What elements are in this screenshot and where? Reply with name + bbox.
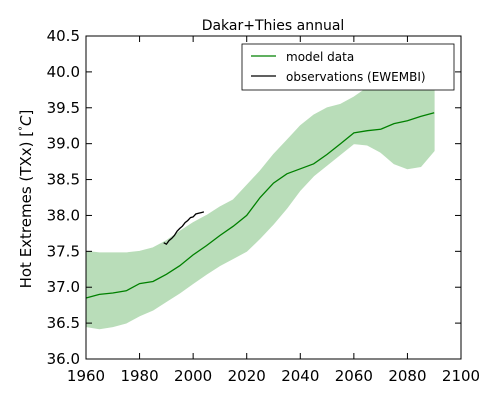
y-tick-label: 37.0 [47,278,80,296]
x-tick-label: 1960 [67,367,105,385]
legend: model data observations (EWEMBI) [241,43,455,91]
x-tick-label: 2080 [388,367,426,385]
plot-frame [85,35,462,360]
y-tick-label: 38.0 [47,206,80,224]
y-axis-label-end: ] [17,110,35,116]
x-axis-ticks: 1960 1980 2000 2020 2040 2060 2080 2100 [67,36,480,385]
x-tick-label: 2100 [442,367,480,385]
y-tick-label: 36.0 [47,350,80,368]
series-layer [85,112,435,299]
y-tick-label: 39.5 [47,99,80,117]
y-axis-label-main: Hot Extremes (TXx) [ [17,131,35,288]
legend-observations-label: observations (EWEMBI) [286,70,426,84]
y-tick-label: 36.5 [47,314,80,332]
y-axis-label-unit: C [17,115,35,126]
y-tick-label: 40.5 [47,27,80,45]
y-axis-label: Hot Extremes (TXx) [°C] [17,110,35,289]
model-data-line [85,112,435,299]
uncertainty-band-layer [85,67,435,330]
chart-title: Dakar+Thies annual [202,18,345,34]
model-range-band [85,67,435,330]
x-tick-label: 2060 [335,367,373,385]
x-tick-label: 2020 [228,367,266,385]
x-tick-label: 1980 [120,367,158,385]
y-tick-label: 39.0 [47,135,80,153]
legend-box [241,43,455,91]
y-axis-ticks: 36.0 36.5 37.0 37.5 38.0 38.5 39.0 39.5 40.0 40.5 [47,27,461,368]
y-tick-label: 37.5 [47,242,80,260]
x-tick-label: 2040 [281,367,319,385]
y-tick-label: 40.0 [47,63,80,81]
y-axis-label-degree: ° [18,126,29,131]
x-tick-label: 2000 [174,367,212,385]
legend-model-label: model data [286,50,354,64]
y-tick-label: 38.5 [47,171,80,189]
observations-line [163,211,205,246]
